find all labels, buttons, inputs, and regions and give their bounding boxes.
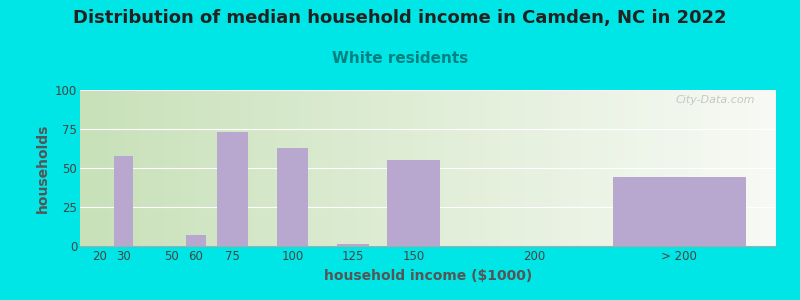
- Text: White residents: White residents: [332, 51, 468, 66]
- Bar: [277, 148, 308, 246]
- Bar: [186, 235, 206, 246]
- Bar: [338, 244, 369, 246]
- Bar: [114, 155, 133, 246]
- Text: Distribution of median household income in Camden, NC in 2022: Distribution of median household income …: [73, 9, 727, 27]
- Bar: [613, 177, 746, 246]
- Bar: [217, 132, 248, 246]
- Y-axis label: households: households: [35, 123, 50, 213]
- Text: City-Data.com: City-Data.com: [676, 95, 755, 105]
- Bar: [387, 160, 440, 246]
- X-axis label: household income ($1000): household income ($1000): [324, 269, 532, 283]
